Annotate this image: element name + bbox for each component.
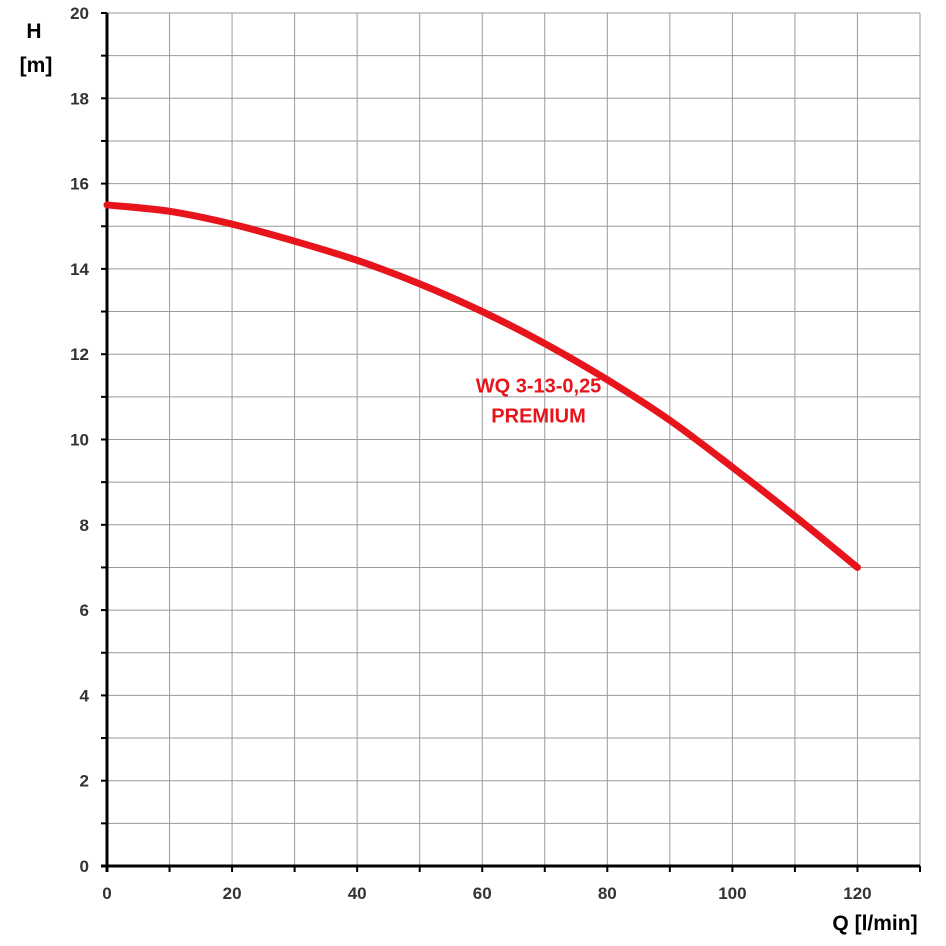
y-axis-label-line2: [m] [20,54,53,77]
x-tick-label: 80 [598,884,617,903]
x-axis-label: Q [l/min] [832,912,917,935]
pump-curve-line [103,201,861,571]
y-tick-label: 8 [80,516,89,535]
x-tick-label: 40 [348,884,367,903]
y-tick-label: 16 [70,175,89,194]
y-tick-label: 2 [80,772,89,791]
x-tick-label: 0 [102,884,111,903]
y-tick-label: 14 [70,260,89,279]
x-tick-label: 100 [718,884,746,903]
grid [107,12,921,866]
y-tick-label: 6 [80,601,89,620]
annotations: WQ 3-13-0,25 PREMIUM [476,376,602,428]
y-tick-label: 18 [70,89,89,108]
y-tick-label: 10 [70,431,89,450]
x-tick-label: 20 [223,884,242,903]
x-tick-label: 120 [843,884,871,903]
y-tick-label: 0 [80,857,89,876]
curve-annotation: WQ 3-13-0,25 [476,376,602,398]
y-tick-label: 20 [70,4,89,23]
y-axis-label-line1: H [26,20,41,43]
x-tick-label: 60 [473,884,492,903]
x-tick-labels: 0 20 40 60 80 100 120 [102,884,871,903]
curve-annotation: PREMIUM [491,405,585,427]
y-tick-label: 4 [80,686,90,705]
axes [101,12,921,872]
y-tick-labels: 0 2 4 6 8 10 12 14 16 18 20 [70,4,89,876]
series-group [103,201,861,571]
y-tick-label: 12 [70,345,89,364]
